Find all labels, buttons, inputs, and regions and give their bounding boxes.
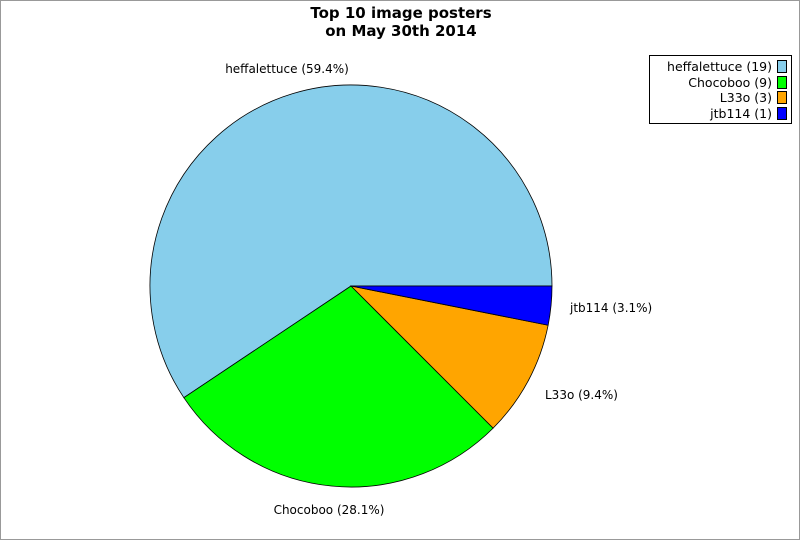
legend-label-jtb114: jtb114 (1) <box>710 105 772 121</box>
legend-entry-heffalettuce: heffalettuce (19) <box>650 59 787 75</box>
pie-slice-l33o <box>349 285 549 429</box>
chart-title: Top 10 image posters on May 30th 2014 <box>1 4 800 40</box>
chart-title-line-2: on May 30th 2014 <box>325 22 477 40</box>
legend-label-chocoboo: Chocoboo (9) <box>688 74 772 90</box>
legend-swatch-jtb114 <box>777 106 787 120</box>
slice-label-heffalettuce: heffalettuce (59.4%) <box>225 62 349 76</box>
legend-entry-jtb114: jtb114 (1) <box>650 106 787 122</box>
legend-swatch-l33o <box>777 91 787 105</box>
legend-label-heffalettuce: heffalettuce (19) <box>667 59 772 75</box>
legend-swatch-heffalettuce <box>777 60 787 74</box>
legend-entry-chocoboo: Chocoboo (9) <box>650 75 787 91</box>
chart-legend: heffalettuce (19) Chocoboo (9) L33o (3) … <box>649 55 792 124</box>
legend-label-l33o: L33o (3) <box>719 90 772 106</box>
chart-title-line-1: Top 10 image posters <box>310 4 492 22</box>
slice-label-l33o: L33o (9.4%) <box>545 388 618 402</box>
pie-slice-chocoboo <box>183 285 494 488</box>
pie-slice-heffalettuce <box>149 84 553 399</box>
slice-label-chocoboo: Chocoboo (28.1%) <box>274 503 385 517</box>
pie-slice-jtb114 <box>350 285 553 326</box>
legend-entry-l33o: L33o (3) <box>650 90 787 106</box>
legend-swatch-chocoboo <box>777 75 787 89</box>
slice-label-jtb114: jtb114 (3.1%) <box>569 301 652 315</box>
